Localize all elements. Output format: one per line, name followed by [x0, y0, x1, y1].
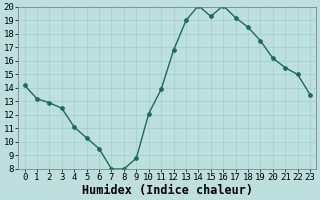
X-axis label: Humidex (Indice chaleur): Humidex (Indice chaleur) [82, 184, 253, 197]
